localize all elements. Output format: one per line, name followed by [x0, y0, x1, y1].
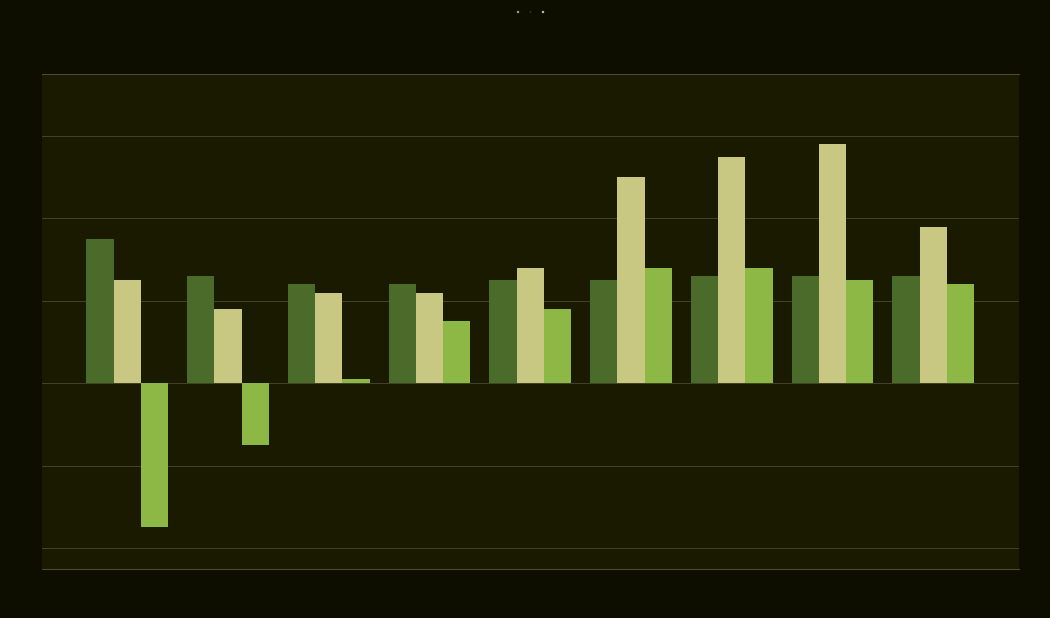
Bar	[718, 156, 746, 383]
Bar	[645, 268, 672, 383]
Bar	[691, 276, 718, 383]
Bar	[443, 321, 470, 383]
Bar	[342, 379, 370, 383]
Bar	[617, 177, 645, 383]
Bar	[947, 284, 974, 383]
Bar	[388, 284, 416, 383]
Bar	[315, 292, 342, 383]
Bar	[214, 309, 242, 383]
Bar	[416, 292, 443, 383]
Bar	[113, 280, 141, 383]
Bar	[544, 309, 571, 383]
Bar	[920, 227, 947, 383]
Bar	[86, 239, 113, 383]
Bar	[489, 280, 517, 383]
Bar	[242, 383, 269, 445]
Bar	[792, 276, 819, 383]
Bar	[141, 383, 168, 527]
Bar	[288, 284, 315, 383]
Bar	[517, 268, 544, 383]
Legend: , , : , ,	[517, 11, 544, 13]
Bar	[746, 268, 773, 383]
Bar	[892, 276, 920, 383]
Bar	[187, 276, 214, 383]
Bar	[846, 280, 874, 383]
Bar	[819, 144, 846, 383]
Bar	[590, 280, 617, 383]
